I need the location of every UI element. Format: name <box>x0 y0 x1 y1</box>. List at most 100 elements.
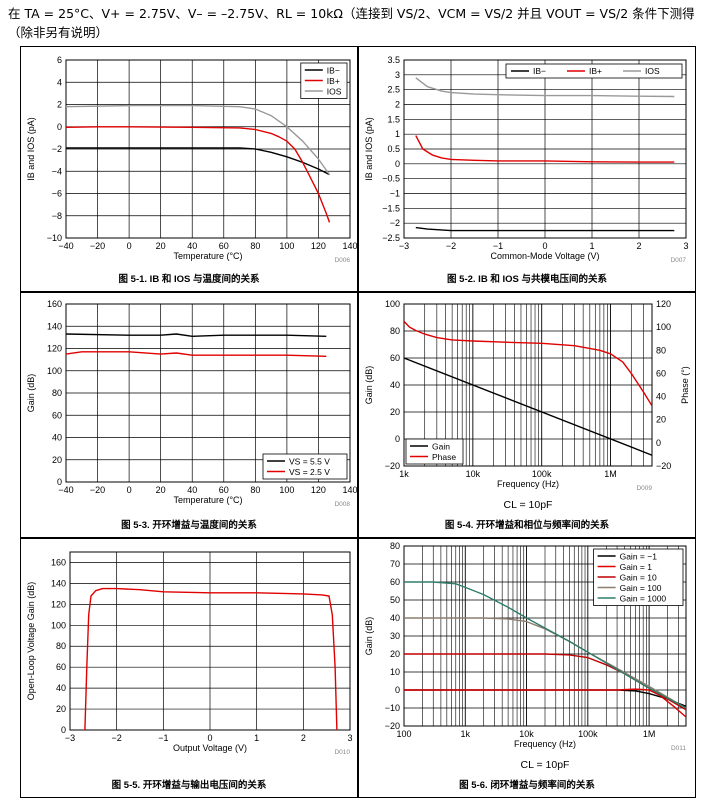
chart-subtitle: CL = 10pF <box>521 759 570 771</box>
x-tick-label: 80 <box>250 241 260 251</box>
y-tick-label: −10 <box>47 233 62 243</box>
x-tick-label: −20 <box>90 241 105 251</box>
y-tick-label: 60 <box>390 353 400 363</box>
y-tick-label: 0 <box>395 685 400 695</box>
y-tick-label: 4 <box>57 77 62 87</box>
x-tick-label: 1M <box>604 469 617 479</box>
y-axis-label: Gain (dB) <box>364 366 374 405</box>
plot-area <box>65 303 351 483</box>
legend-box <box>405 438 464 465</box>
chart-title: 图 5-3. 开环增益与温度间的关系 <box>121 519 257 531</box>
x-tick-label: 40 <box>187 485 197 495</box>
y-tick-label: 160 <box>47 299 62 309</box>
y2-tick-label: −20 <box>656 461 671 471</box>
x-axis-label: Frequency (Hz) <box>514 739 576 749</box>
x-tick-label: 2 <box>301 733 306 743</box>
series-line-1 <box>66 147 330 176</box>
y-tick-label: 40 <box>56 683 66 693</box>
chart-frame <box>358 292 696 538</box>
x-tick-label: 100 <box>279 485 294 495</box>
y-tick-label: −2 <box>52 144 62 154</box>
plot-area <box>65 59 351 239</box>
y2-axis-label: Phase (°) <box>680 366 690 404</box>
x-tick-label: 60 <box>219 241 229 251</box>
y2-tick-label: 40 <box>656 392 666 402</box>
gridlines <box>403 59 687 239</box>
x-tick-label: −40 <box>58 241 73 251</box>
x-tick-label: 3 <box>347 733 352 743</box>
y-tick-label: 30 <box>390 631 400 641</box>
legend-label: VS = 2.5 V <box>289 467 330 477</box>
chart-4: 1k 10k 100k 1M −20 0 20 40 60 80 100 −20 0 20 40 60 80 10… <box>358 292 696 538</box>
series-group <box>404 320 652 456</box>
y-axis-label: IB and IOS (pA) <box>364 117 374 181</box>
y-tick-label: −1 <box>390 189 400 199</box>
legend-label: IB− <box>533 66 546 76</box>
chart-title: 图 5-5. 开环增益与输出电压间的关系 <box>112 779 267 791</box>
x-tick-label: 40 <box>187 241 197 251</box>
y-tick-label: 1 <box>395 129 400 139</box>
chart-5: −3 −2 −1 0 1 2 3 0 20 40 60 80 100 120 140 160 Output Vo… <box>20 538 358 798</box>
x-tick-label: 60 <box>219 485 229 495</box>
figure-code: D009 <box>636 485 652 492</box>
figure-code: D006 <box>334 257 350 264</box>
x-axis-label: Common-Mode Voltage (V) <box>490 251 599 261</box>
chart-subtitle: CL = 10pF <box>504 499 553 511</box>
chart-title: 图 5-6. 闭环增益与频率间的关系 <box>459 779 595 791</box>
y-tick-label: −1.5 <box>382 203 400 213</box>
y-tick-label: 20 <box>52 455 62 465</box>
x-tick-label: 20 <box>156 485 166 495</box>
y-tick-label: 100 <box>385 299 400 309</box>
chart-3: −40 −20 0 20 40 60 80 100 120 140 0 20 40 60 80 100 120 1… <box>20 292 358 538</box>
y-tick-label: 10 <box>390 667 400 677</box>
legend: VS = 5.5 VVS = 2.5 V <box>262 453 348 480</box>
y-axis-label: Gain (dB) <box>26 374 36 413</box>
y-tick-label: 80 <box>52 388 62 398</box>
x-tick-label: 10k <box>519 729 534 739</box>
y-tick-label: 80 <box>390 326 400 336</box>
y-tick-label: −8 <box>52 211 62 221</box>
x-tick-label: 100k <box>532 469 552 479</box>
y-tick-label: 60 <box>390 577 400 587</box>
x-tick-label: −40 <box>58 485 73 495</box>
x-tick-label: 120 <box>311 485 326 495</box>
figure-code: D008 <box>334 501 350 508</box>
series-line-1 <box>415 226 675 232</box>
series-group <box>404 581 686 718</box>
x-tick-label: −3 <box>399 241 409 251</box>
y-tick-label: 0 <box>61 725 66 735</box>
series-line-1 <box>404 357 652 456</box>
y-tick-label: 80 <box>390 541 400 551</box>
y-tick-label: 100 <box>47 366 62 376</box>
legend-label: IB+ <box>589 66 602 76</box>
y-tick-label: −20 <box>385 461 400 471</box>
x-tick-label: −2 <box>112 733 122 743</box>
y-tick-label: 0 <box>57 477 62 487</box>
x-axis-label: Temperature (°C) <box>173 251 242 261</box>
chart-grid: −40 −20 0 20 40 60 80 100 120 140 −10 −8 −6 −4 −2 0 2 4 6 T… <box>20 46 696 798</box>
legend-label: VS = 5.5 V <box>289 457 330 467</box>
series-line-2 <box>66 126 331 223</box>
legend-label: Gain = −1 <box>620 552 658 562</box>
x-tick-label: 1M <box>643 729 656 739</box>
chart-frame <box>20 46 358 292</box>
chart-title: 图 5-4. 开环增益和相位与频率间的关系 <box>445 519 610 531</box>
legend-label: Phase <box>432 452 456 462</box>
chart-1: −40 −20 0 20 40 60 80 100 120 140−10−8−6−4−20246T… <box>20 46 358 292</box>
y-tick-label: 0.5 <box>387 144 400 154</box>
y-axis-label: Gain (dB) <box>364 617 374 656</box>
series-group <box>66 333 327 357</box>
y-tick-label: −10 <box>385 703 400 713</box>
x-tick-label: 140 <box>342 241 357 251</box>
y-tick-label: −4 <box>52 166 62 176</box>
x-axis-label: Frequency (Hz) <box>497 479 559 489</box>
y-tick-label: 40 <box>390 613 400 623</box>
legend: IB−IB+IOS <box>300 62 348 99</box>
x-tick-label: 100k <box>578 729 598 739</box>
x-tick-label: 0 <box>127 485 132 495</box>
legend-label: IB+ <box>327 76 340 86</box>
x-tick-label: 1 <box>589 241 594 251</box>
x-tick-label: 0 <box>207 733 212 743</box>
legend: IB−IB+IOS <box>505 63 683 79</box>
y-tick-label: 120 <box>47 344 62 354</box>
